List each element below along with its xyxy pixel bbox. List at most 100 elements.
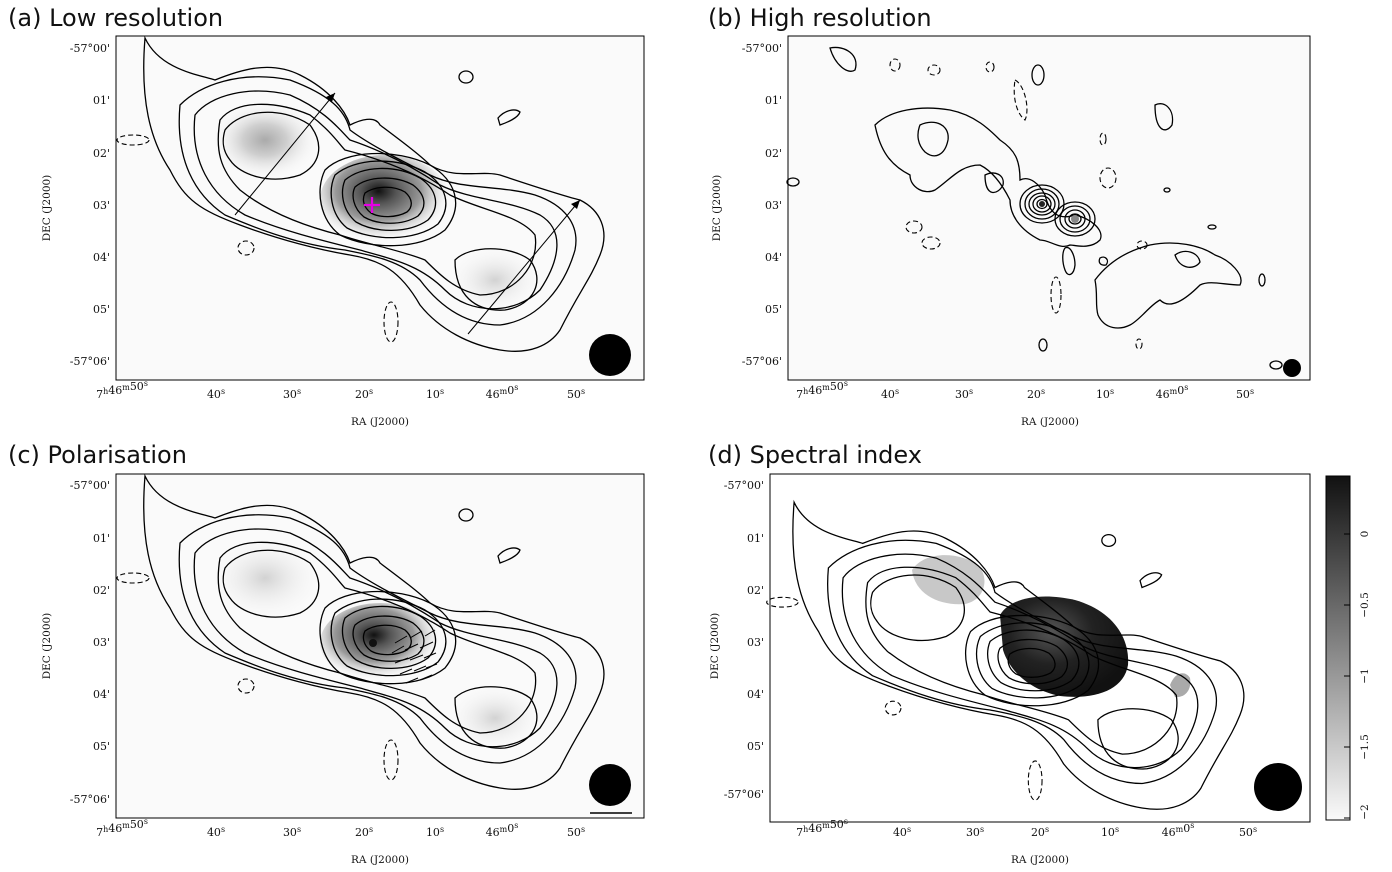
panel-c-ylabel: DEC (J2000) bbox=[41, 613, 53, 680]
colorbar-gradient bbox=[1325, 475, 1351, 821]
panel-b-ylabel: DEC (J2000) bbox=[711, 175, 723, 242]
panel-b-xlabel: RA (J2000) bbox=[1021, 416, 1079, 428]
y-tick-label: -57°06' bbox=[70, 355, 110, 368]
x-tick-label: 20s bbox=[355, 825, 373, 839]
panel-b: (b) High resolution bbox=[708, 4, 1311, 428]
core-contours bbox=[1019, 184, 1096, 237]
colorbar-tick: −2 bbox=[1359, 804, 1371, 819]
x-tick-label: 30s bbox=[966, 825, 984, 839]
colorbar-tick: 0 bbox=[1359, 531, 1371, 538]
x-tick-label: 46m0s bbox=[486, 383, 519, 401]
panel-c-y-ticks: -57°00' 01' 02' 03' 04' 05' -57°06' bbox=[70, 479, 110, 806]
beam-ellipse bbox=[589, 764, 631, 806]
panel-a-xlabel: RA (J2000) bbox=[351, 416, 409, 428]
panel-d-y-ticks: -57°00' 01' 02' 03' 04' 05' -57°06' bbox=[724, 479, 764, 801]
y-tick-label: 01' bbox=[747, 532, 764, 545]
panel-a-y-ticks: -57°00' 01' 02' 03' 04' 05' -57°06' bbox=[70, 42, 110, 368]
beam-ellipse bbox=[1254, 763, 1302, 811]
x-tick-label: 50s bbox=[1239, 825, 1257, 839]
x-tick-label: 30s bbox=[283, 825, 301, 839]
x-tick-label: 46m0s bbox=[1162, 821, 1195, 839]
y-tick-label: 04' bbox=[93, 688, 110, 701]
panel-d-xlabel: RA (J2000) bbox=[1011, 854, 1069, 866]
x-tick-label: 40s bbox=[207, 387, 225, 401]
x-tick-label: 7h46m50s bbox=[96, 379, 148, 401]
panel-c: (c) Polarisation -57°00' 01' 02' 03' 04' bbox=[8, 441, 645, 866]
panel-a-image bbox=[116, 37, 631, 376]
y-tick-label: 03' bbox=[747, 636, 764, 649]
panel-b-frame bbox=[787, 35, 1311, 381]
y-tick-label: 05' bbox=[93, 303, 110, 316]
colorbar-tick: −0.5 bbox=[1359, 592, 1371, 618]
y-tick-label: 02' bbox=[765, 147, 782, 160]
panel-c-x-ticks: 7h46m50s 40s 30s 20s 10s 46m0s 50s bbox=[96, 817, 585, 839]
y-tick-label: 01' bbox=[765, 94, 782, 107]
x-tick-label: 46m0s bbox=[486, 821, 519, 839]
x-tick-label: 7h46m50s bbox=[796, 817, 848, 839]
y-tick-label: -57°06' bbox=[742, 355, 782, 368]
y-tick-label: -57°00' bbox=[742, 42, 782, 55]
y-tick-label: -57°00' bbox=[70, 479, 110, 492]
x-tick-label: 50s bbox=[567, 387, 585, 401]
y-tick-label: -57°00' bbox=[70, 42, 110, 55]
x-tick-label: 20s bbox=[355, 387, 373, 401]
x-tick-label: 10s bbox=[426, 825, 444, 839]
y-tick-label: 05' bbox=[93, 740, 110, 753]
x-tick-label: 7h46m50s bbox=[96, 817, 148, 839]
beam-ellipse bbox=[1283, 359, 1301, 377]
x-tick-label: 10s bbox=[1096, 387, 1114, 401]
y-tick-label: 05' bbox=[747, 740, 764, 753]
x-tick-label: 50s bbox=[567, 825, 585, 839]
panel-a-x-ticks: 7h46m50s 40s 30s 20s 10s 46m0s 50s bbox=[96, 379, 585, 401]
y-tick-label: 03' bbox=[93, 636, 110, 649]
panel-c-image bbox=[116, 475, 605, 790]
panel-c-xlabel: RA (J2000) bbox=[351, 854, 409, 866]
y-tick-label: 04' bbox=[747, 688, 764, 701]
panel-b-image bbox=[786, 46, 1301, 377]
panel-d-x-ticks: 7h46m50s 40s 30s 20s 10s 46m0s 50s bbox=[796, 817, 1257, 839]
colorbar: 0 −0.5 −1 −1.5 −2 bbox=[1325, 475, 1371, 821]
colorbar-tick: −1.5 bbox=[1359, 734, 1371, 760]
x-tick-label: 30s bbox=[955, 387, 973, 401]
panel-d: (d) Spectral index -57°00' 01' 02' 03' 0… bbox=[708, 441, 1371, 866]
y-tick-label: 04' bbox=[93, 251, 110, 264]
y-tick-label: -57°00' bbox=[724, 479, 764, 492]
y-tick-label: 01' bbox=[93, 532, 110, 545]
panel-d-image bbox=[766, 501, 1302, 811]
x-tick-label: 10s bbox=[1101, 825, 1119, 839]
y-tick-label: -57°06' bbox=[70, 793, 110, 806]
x-tick-label: 40s bbox=[893, 825, 911, 839]
x-tick-label: 20s bbox=[1027, 387, 1045, 401]
x-tick-label: 7h46m50s bbox=[796, 379, 848, 401]
y-tick-label: 04' bbox=[765, 251, 782, 264]
panel-a-ylabel: DEC (J2000) bbox=[41, 175, 53, 242]
x-tick-label: 46m0s bbox=[1156, 383, 1189, 401]
panel-b-x-ticks: 7h46m50s 40s 30s 20s 10s 46m0s 50s bbox=[796, 379, 1254, 401]
x-tick-label: 30s bbox=[283, 387, 301, 401]
y-tick-label: 03' bbox=[765, 199, 782, 212]
panel-b-title: (b) High resolution bbox=[708, 4, 932, 32]
y-tick-label: -57°06' bbox=[724, 788, 764, 801]
y-tick-label: 02' bbox=[93, 147, 110, 160]
y-tick-label: 02' bbox=[93, 584, 110, 597]
x-tick-label: 40s bbox=[207, 825, 225, 839]
panel-d-title: (d) Spectral index bbox=[708, 441, 922, 469]
panel-a-title: (a) Low resolution bbox=[8, 4, 223, 32]
panel-a: (a) Low resolution -57°00' 01' 02' 03' 0… bbox=[8, 4, 645, 428]
x-tick-label: 50s bbox=[1236, 387, 1254, 401]
y-tick-label: 01' bbox=[93, 94, 110, 107]
y-tick-label: 05' bbox=[765, 303, 782, 316]
beam-ellipse bbox=[589, 334, 631, 376]
x-tick-label: 10s bbox=[426, 387, 444, 401]
polarisation-vectors bbox=[391, 629, 438, 684]
y-tick-label: 03' bbox=[93, 199, 110, 212]
x-tick-label: 20s bbox=[1031, 825, 1049, 839]
x-tick-label: 40s bbox=[881, 387, 899, 401]
y-tick-label: 02' bbox=[747, 584, 764, 597]
colorbar-tick: −1 bbox=[1359, 668, 1371, 683]
panel-c-title: (c) Polarisation bbox=[8, 441, 187, 469]
panel-b-y-ticks: -57°00' 01' 02' 03' 04' 05' -57°06' bbox=[742, 42, 782, 368]
core-cross-marker bbox=[364, 197, 380, 213]
panel-d-ylabel: DEC (J2000) bbox=[709, 613, 721, 680]
